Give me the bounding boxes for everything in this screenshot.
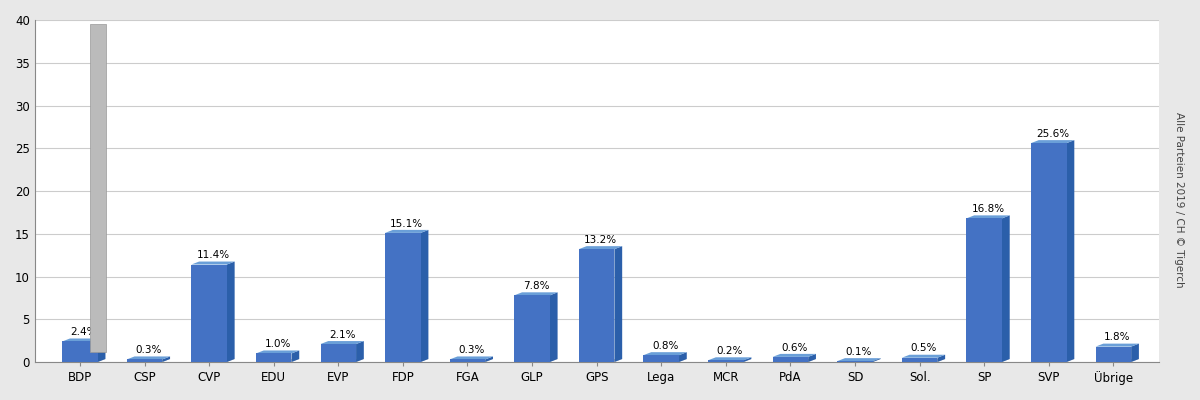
Polygon shape: [320, 359, 364, 362]
Polygon shape: [1096, 359, 1139, 362]
Bar: [1031, 143, 1067, 362]
Polygon shape: [643, 352, 686, 355]
Polygon shape: [97, 338, 106, 362]
Polygon shape: [773, 359, 816, 362]
Text: 2.4%: 2.4%: [71, 327, 97, 337]
Polygon shape: [127, 356, 170, 360]
Bar: [320, 344, 356, 362]
Polygon shape: [838, 359, 881, 362]
Polygon shape: [320, 341, 364, 344]
Polygon shape: [515, 359, 558, 362]
Polygon shape: [578, 246, 622, 249]
Polygon shape: [1132, 344, 1139, 362]
Bar: [708, 360, 744, 362]
Text: 25.6%: 25.6%: [1036, 129, 1069, 139]
Text: 0.5%: 0.5%: [911, 344, 937, 354]
Polygon shape: [450, 356, 493, 360]
Polygon shape: [1096, 344, 1139, 347]
Text: 13.2%: 13.2%: [584, 235, 617, 245]
Bar: [515, 295, 550, 362]
Text: 1.0%: 1.0%: [264, 339, 290, 349]
Polygon shape: [550, 292, 558, 362]
Text: 0.6%: 0.6%: [781, 342, 808, 352]
Polygon shape: [421, 230, 428, 362]
Text: Alle Parteien 2019 / CH © Tigerch: Alle Parteien 2019 / CH © Tigerch: [1175, 112, 1184, 288]
Polygon shape: [127, 359, 170, 362]
Polygon shape: [256, 350, 299, 354]
Text: 7.8%: 7.8%: [523, 281, 550, 291]
Bar: [385, 233, 421, 362]
Bar: [1096, 347, 1132, 362]
Polygon shape: [1031, 359, 1074, 362]
Polygon shape: [643, 359, 686, 362]
Polygon shape: [708, 359, 751, 362]
Polygon shape: [385, 359, 428, 362]
Polygon shape: [679, 352, 686, 362]
Bar: [62, 342, 97, 362]
Text: 0.3%: 0.3%: [458, 345, 485, 355]
Polygon shape: [966, 359, 1009, 362]
Text: 0.8%: 0.8%: [652, 341, 678, 351]
Polygon shape: [62, 338, 106, 342]
Bar: [127, 360, 162, 362]
Bar: [578, 249, 614, 362]
Polygon shape: [966, 215, 1009, 218]
Bar: [838, 361, 872, 362]
Polygon shape: [227, 262, 235, 362]
Polygon shape: [485, 356, 493, 362]
Polygon shape: [162, 356, 170, 362]
Polygon shape: [614, 246, 622, 362]
Polygon shape: [1031, 140, 1074, 143]
Polygon shape: [578, 359, 622, 362]
Bar: [643, 355, 679, 362]
Text: 15.1%: 15.1%: [390, 219, 424, 229]
Polygon shape: [773, 354, 816, 357]
Polygon shape: [902, 355, 946, 358]
Bar: [773, 357, 808, 362]
Polygon shape: [937, 355, 946, 362]
Polygon shape: [1002, 215, 1009, 362]
Polygon shape: [872, 358, 881, 362]
Bar: [256, 354, 292, 362]
Bar: [191, 264, 227, 362]
Bar: [450, 360, 485, 362]
Text: 16.8%: 16.8%: [972, 204, 1004, 214]
Polygon shape: [385, 230, 428, 233]
Polygon shape: [744, 357, 751, 362]
Polygon shape: [62, 359, 106, 362]
Text: 0.1%: 0.1%: [846, 347, 872, 357]
Text: 11.4%: 11.4%: [197, 250, 229, 260]
Polygon shape: [838, 358, 881, 361]
Text: 1.8%: 1.8%: [1104, 332, 1130, 342]
Polygon shape: [292, 350, 299, 362]
Polygon shape: [1067, 140, 1074, 362]
Polygon shape: [256, 359, 299, 362]
Text: 0.2%: 0.2%: [716, 346, 743, 356]
Polygon shape: [356, 341, 364, 362]
Text: 0.3%: 0.3%: [136, 345, 162, 355]
Polygon shape: [191, 262, 235, 264]
Bar: [966, 218, 1002, 362]
Bar: [902, 358, 937, 362]
Text: 2.1%: 2.1%: [329, 330, 355, 340]
Polygon shape: [902, 359, 946, 362]
Polygon shape: [708, 357, 751, 360]
Polygon shape: [808, 354, 816, 362]
Polygon shape: [191, 359, 235, 362]
Polygon shape: [450, 359, 493, 362]
Polygon shape: [515, 292, 558, 295]
